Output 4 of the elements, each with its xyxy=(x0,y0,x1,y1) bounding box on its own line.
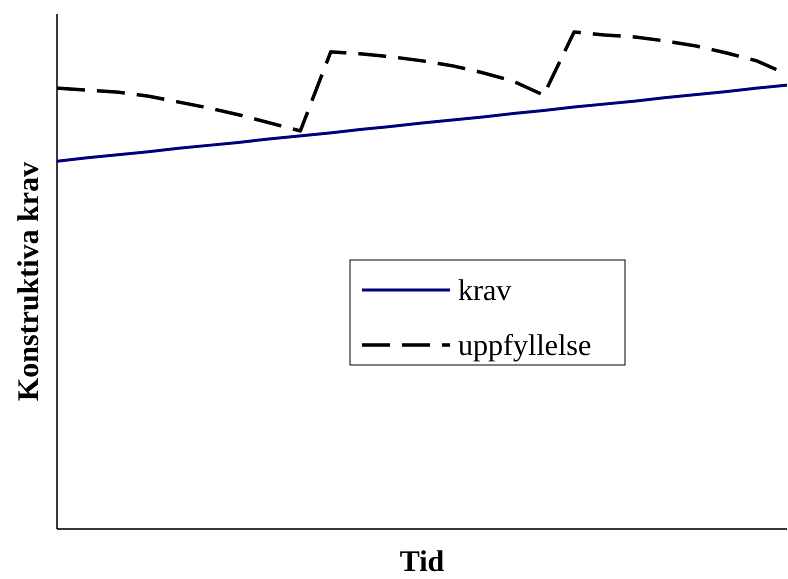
x-axis-title: Tid xyxy=(400,545,445,578)
y-axis-title: Konstruktiva krav xyxy=(12,162,45,402)
legend-label: uppfyllelse xyxy=(458,329,592,362)
legend-label: krav xyxy=(458,274,512,307)
